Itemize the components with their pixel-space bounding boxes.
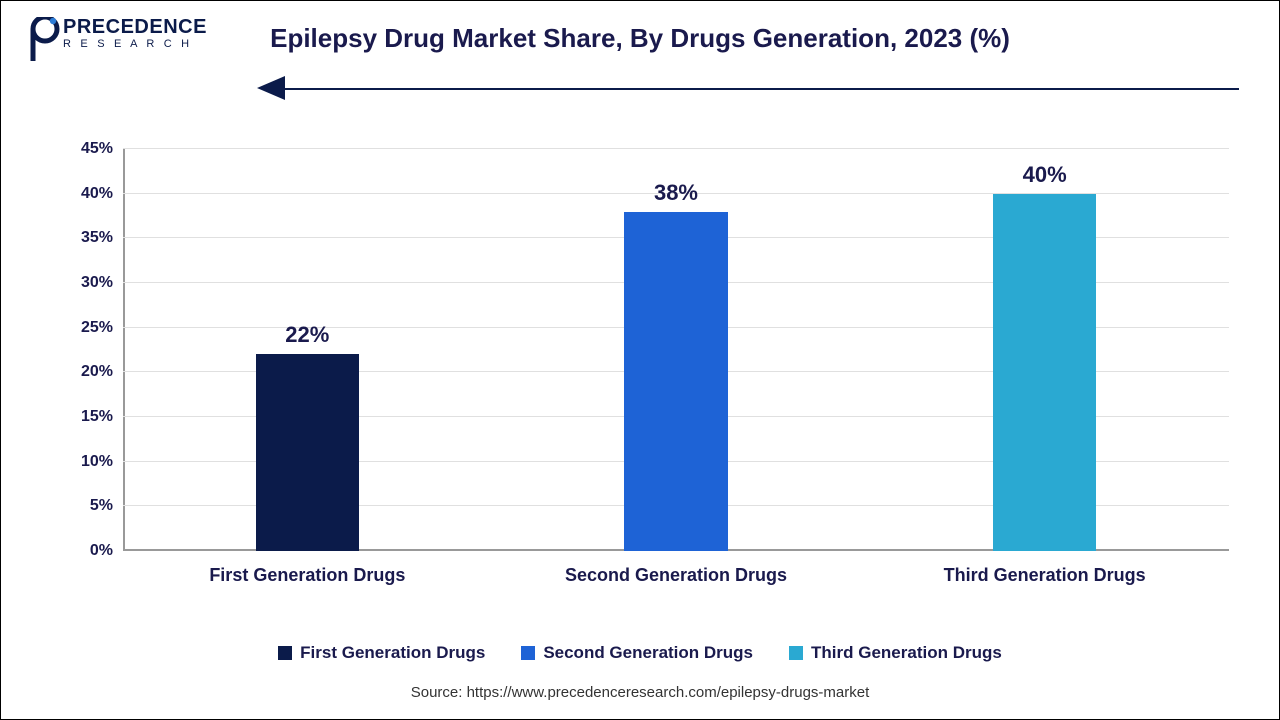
category-label: Third Generation Drugs	[944, 565, 1146, 586]
y-tick-label: 35%	[81, 229, 123, 247]
plot-area: 0%5%10%15%20%25%30%35%40%45%22%First Gen…	[123, 149, 1229, 551]
y-tick-label: 5%	[90, 497, 123, 515]
bar: 40%	[993, 194, 1096, 551]
logo-text-top: PRECEDENCE	[63, 17, 207, 37]
y-tick-label: 40%	[81, 185, 123, 203]
y-tick-label: 45%	[81, 140, 123, 158]
y-tick-label: 25%	[81, 319, 123, 337]
legend-label: Second Generation Drugs	[543, 643, 753, 663]
brand-logo: PRECEDENCE R E S E A R C H	[29, 17, 207, 63]
legend-swatch	[278, 646, 292, 660]
y-tick-label: 10%	[81, 453, 123, 471]
legend-swatch	[789, 646, 803, 660]
y-tick-label: 30%	[81, 274, 123, 292]
category-label: Second Generation Drugs	[565, 565, 787, 586]
chart-frame: PRECEDENCE R E S E A R C H Epilepsy Drug…	[0, 0, 1280, 720]
legend-swatch	[521, 646, 535, 660]
bar: 38%	[624, 212, 727, 551]
bar: 22%	[256, 354, 359, 551]
bar-value-label: 22%	[285, 322, 329, 348]
logo-text-bottom: R E S E A R C H	[63, 39, 207, 50]
legend-item: Third Generation Drugs	[789, 643, 1002, 663]
arrow-line	[281, 88, 1239, 90]
bar-value-label: 40%	[1023, 162, 1067, 188]
y-tick-label: 20%	[81, 363, 123, 381]
decorative-arrow	[21, 76, 1259, 104]
bar-chart: 0%5%10%15%20%25%30%35%40%45%22%First Gen…	[61, 149, 1239, 599]
y-tick-label: 15%	[81, 408, 123, 426]
source-caption: Source: https://www.precedenceresearch.c…	[1, 684, 1279, 701]
y-tick-label: 0%	[90, 542, 123, 560]
y-axis	[123, 149, 125, 551]
category-label: First Generation Drugs	[209, 565, 405, 586]
gridline	[123, 148, 1229, 149]
legend-label: First Generation Drugs	[300, 643, 485, 663]
legend-item: Second Generation Drugs	[521, 643, 753, 663]
bar-value-label: 38%	[654, 180, 698, 206]
logo-mark-icon	[29, 17, 61, 63]
legend: First Generation Drugs Second Generation …	[1, 643, 1279, 663]
legend-label: Third Generation Drugs	[811, 643, 1002, 663]
legend-item: First Generation Drugs	[278, 643, 485, 663]
